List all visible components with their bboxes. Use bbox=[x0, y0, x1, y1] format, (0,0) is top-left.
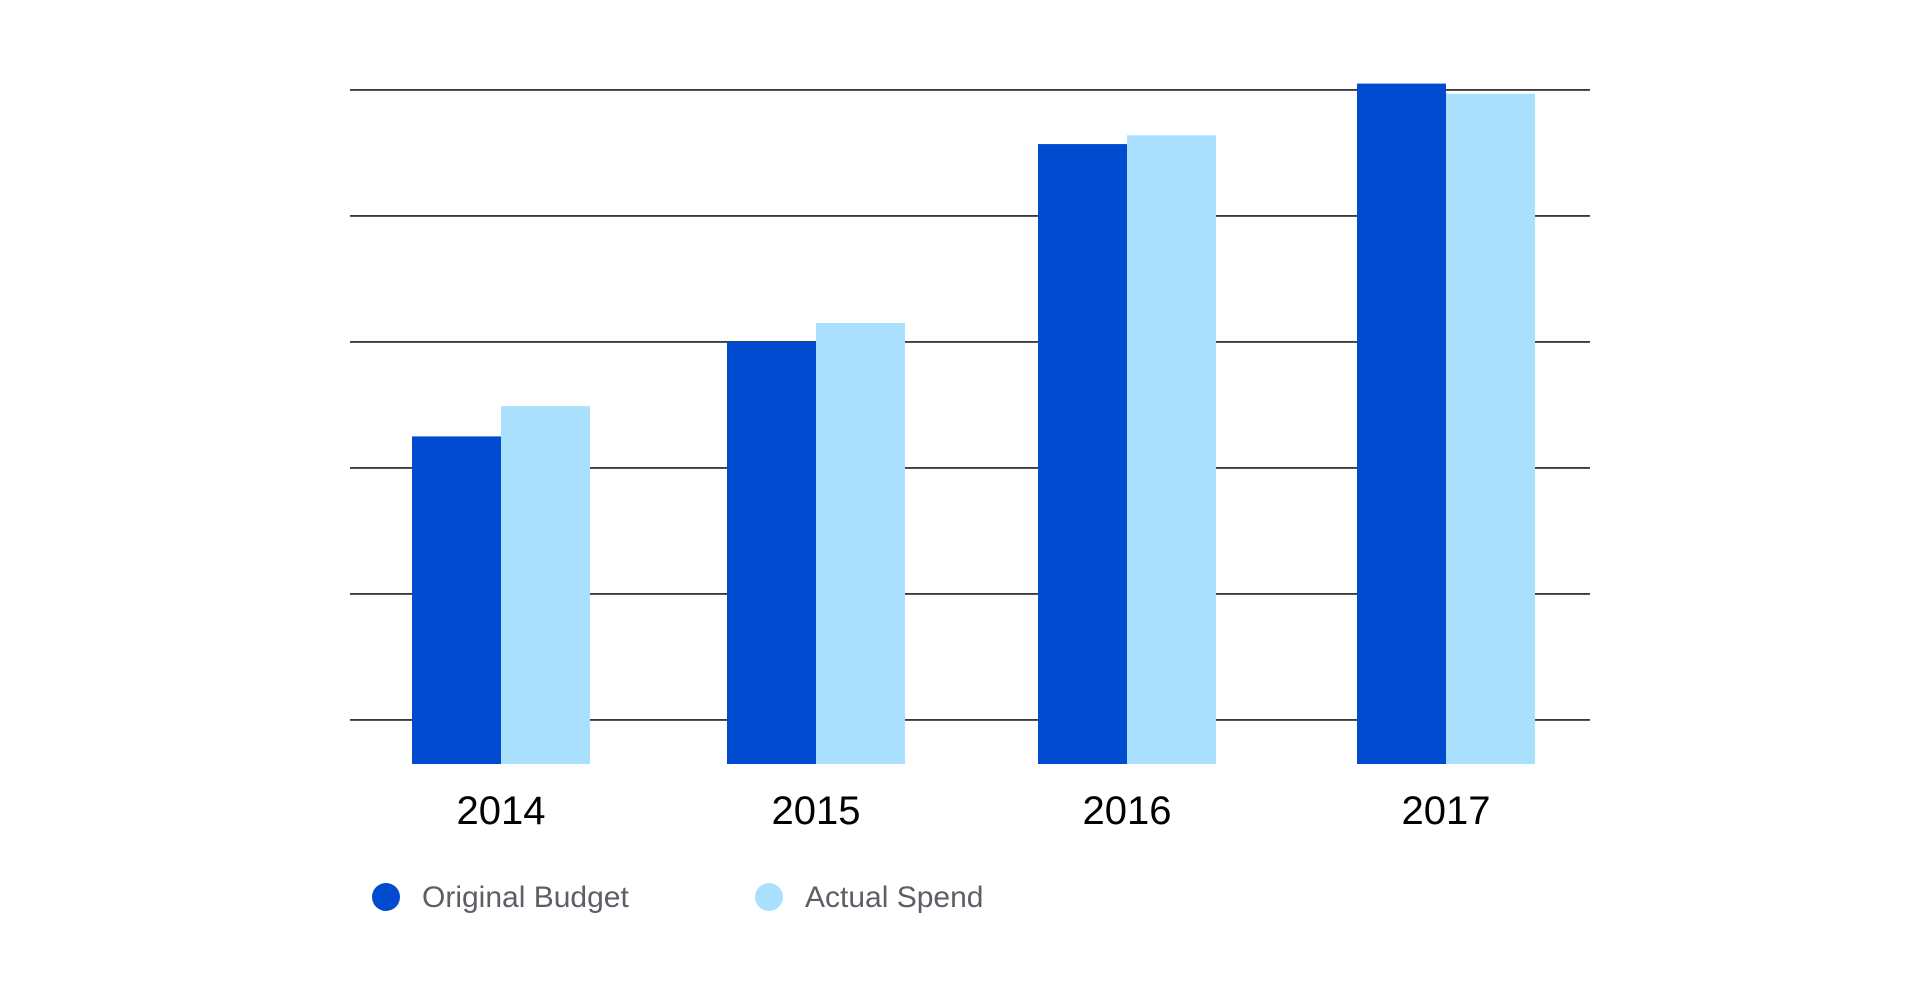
bar-actual-spend-2017 bbox=[1446, 93, 1535, 765]
x-tick-label-2016: 2016 bbox=[1083, 789, 1172, 833]
legend: Original Budget Actual Spend bbox=[372, 881, 983, 914]
x-axis-tick-labels: 2014 2015 2016 2017 bbox=[457, 789, 1491, 833]
bar-original-budget-2015 bbox=[727, 341, 816, 764]
legend-marker-original-budget bbox=[372, 883, 400, 911]
x-tick-label-2017: 2017 bbox=[1402, 789, 1491, 833]
bar-original-budget-2016 bbox=[1038, 144, 1127, 764]
bar-original-budget-2017 bbox=[1357, 83, 1446, 765]
bar-actual-spend-2014 bbox=[501, 406, 590, 764]
bar-actual-spend-2016 bbox=[1127, 135, 1216, 764]
legend-label-actual-spend: Actual Spend bbox=[805, 881, 983, 914]
bars bbox=[412, 83, 1535, 765]
bar-actual-spend-2015 bbox=[816, 323, 905, 764]
x-tick-label-2015: 2015 bbox=[772, 789, 861, 833]
x-tick-label-2014: 2014 bbox=[457, 789, 546, 833]
legend-label-original-budget: Original Budget bbox=[422, 881, 629, 914]
bar-original-budget-2014 bbox=[412, 436, 501, 764]
legend-marker-actual-spend bbox=[755, 883, 783, 911]
